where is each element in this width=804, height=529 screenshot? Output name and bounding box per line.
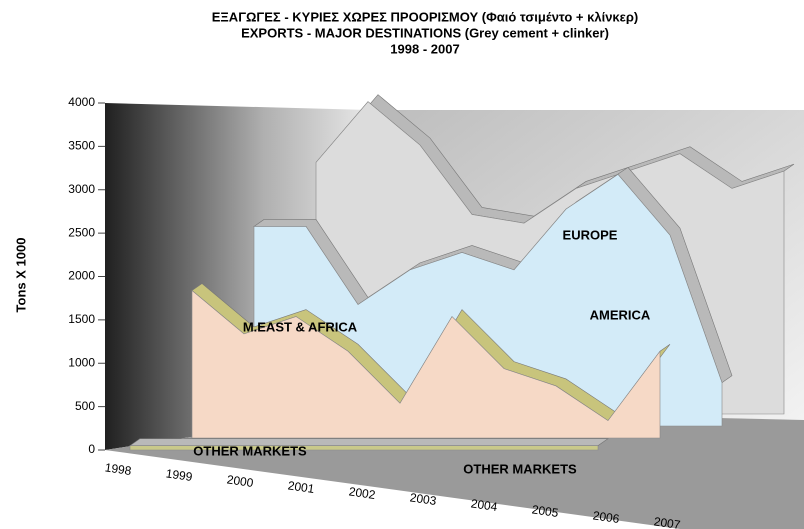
x-tick-label: 2001 <box>287 478 316 496</box>
x-tick-label: 1998 <box>104 460 133 478</box>
series-label: AMERICA <box>590 307 651 322</box>
y-tick-label: 1000 <box>68 355 95 369</box>
y-tick-label: 3000 <box>68 182 95 196</box>
y-axis-label: Tons X 1000 <box>13 238 28 313</box>
series-label: OTHER MARKETS <box>463 461 577 476</box>
area <box>129 445 599 451</box>
x-tick-label: 2003 <box>409 490 438 508</box>
series-label: OTHER MARKETS <box>193 443 307 458</box>
chart-title: ΕΞΑΓΩΓΕΣ - ΚΥΡΙΕΣ ΧΩΡΕΣ ΠΡΟΟΡΙΣΜΟΥ (Φαιό… <box>212 9 638 24</box>
x-tick-label: 2000 <box>226 472 255 490</box>
series-label: M.EAST & AFRICA <box>243 319 358 334</box>
x-tick-label: 2002 <box>348 484 377 502</box>
y-tick-label: 2000 <box>68 269 95 283</box>
y-tick-label: 0 <box>88 442 95 456</box>
x-tick-label: 2007 <box>653 514 682 529</box>
x-tick-label: 2006 <box>592 508 621 526</box>
chart-subtitle: EXPORTS - MAJOR DESTINATIONS (Grey cemen… <box>241 25 609 40</box>
chart-period: 1998 - 2007 <box>390 41 459 56</box>
y-tick-label: 2500 <box>68 225 95 239</box>
y-tick-label: 4000 <box>68 95 95 109</box>
x-tick-label: 2005 <box>531 502 560 520</box>
y-tick-label: 3500 <box>68 139 95 153</box>
x-tick-label: 1999 <box>165 466 194 484</box>
y-tick-label: 500 <box>75 399 95 413</box>
area <box>191 289 661 439</box>
series-label: EUROPE <box>563 227 618 242</box>
y-tick-label: 1500 <box>68 312 95 326</box>
x-tick-label: 2004 <box>470 496 499 514</box>
